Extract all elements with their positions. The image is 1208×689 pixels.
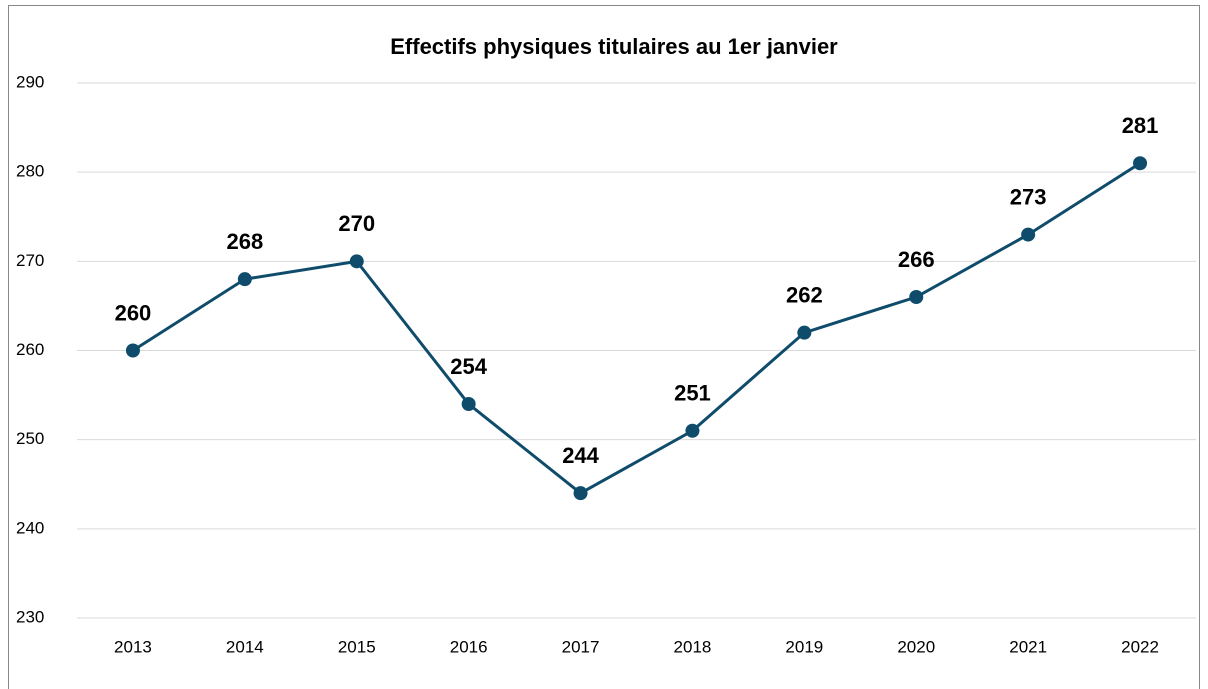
y-tick-label: 280 [16,162,44,181]
x-tick-label: 2022 [1121,637,1159,656]
marker [125,343,140,358]
data-label: 270 [338,211,375,236]
chart-border [8,5,1200,689]
marker [1021,227,1036,242]
x-tick-label: 2013 [114,637,152,656]
x-tick-label: 2020 [897,637,935,656]
marker [573,486,588,501]
x-tick-label: 2017 [562,637,600,656]
data-label: 281 [1122,113,1159,138]
x-tick-label: 2015 [338,637,376,656]
x-tick-label: 2018 [674,637,712,656]
marker [349,254,364,269]
marker [1133,156,1148,171]
y-tick-label: 240 [16,518,44,537]
line [132,161,1141,495]
x-tick-label: 2014 [226,637,264,656]
marker [685,423,700,438]
data-label: 273 [1010,184,1047,209]
data-label: 244 [562,443,599,468]
data-label: 260 [115,300,152,325]
marker [237,272,252,287]
y-tick-label: 260 [16,340,44,359]
data-label: 262 [786,282,823,307]
data-label: 254 [450,354,487,379]
data-label: 268 [226,229,263,254]
y-tick-label: 290 [16,72,44,91]
x-tick-label: 2021 [1009,637,1047,656]
y-tick-label: 230 [16,607,44,626]
data-label: 266 [898,247,935,272]
marker [909,290,924,304]
x-tick-label: 2019 [785,637,823,656]
chart-title: Effectifs physiques titulaires au 1er ja… [390,34,838,59]
marker [797,325,812,340]
marker [461,397,476,411]
y-tick-label: 270 [16,251,44,270]
data-label: 251 [674,381,711,406]
y-tick-label: 250 [16,429,44,448]
x-tick-label: 2016 [450,637,488,656]
